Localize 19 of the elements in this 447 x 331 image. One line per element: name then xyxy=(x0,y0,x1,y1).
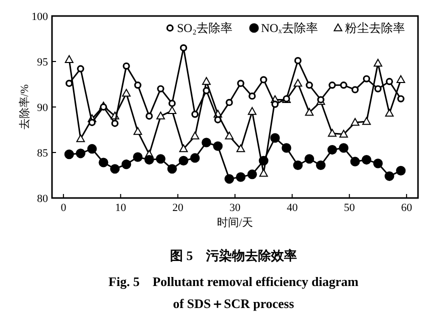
y-tick-label: 80 xyxy=(37,193,48,205)
x-tick-label: 40 xyxy=(286,202,298,214)
legend-label: NOₓ去除率 xyxy=(261,21,318,35)
x-axis-title: 时间/天 xyxy=(216,216,254,229)
legend-label: 粉尘去除率 xyxy=(345,21,405,35)
x-tick-label: 10 xyxy=(115,202,127,214)
x-tick-label: 0 xyxy=(60,202,67,214)
y-axis-title: 去除率/% xyxy=(18,84,31,130)
y-tick-label: 85 xyxy=(37,148,48,160)
text: 图 5 污染物去除效率 xyxy=(170,248,297,263)
x-tick-label: 60 xyxy=(401,202,413,214)
y-tick-label: 90 xyxy=(37,102,48,114)
x-tick-label: 30 xyxy=(230,202,241,214)
x-tick-label: 20 xyxy=(172,202,184,214)
x-tick-label: 50 xyxy=(344,202,356,214)
legend-label: SO₂去除率 xyxy=(177,21,233,35)
y-tick-label: 95 xyxy=(37,56,48,68)
y-tick-label: 100 xyxy=(32,11,48,23)
text: Fig. 5 Pollutant removal efficiency diagram of SDS＋SCR process xyxy=(108,274,359,311)
